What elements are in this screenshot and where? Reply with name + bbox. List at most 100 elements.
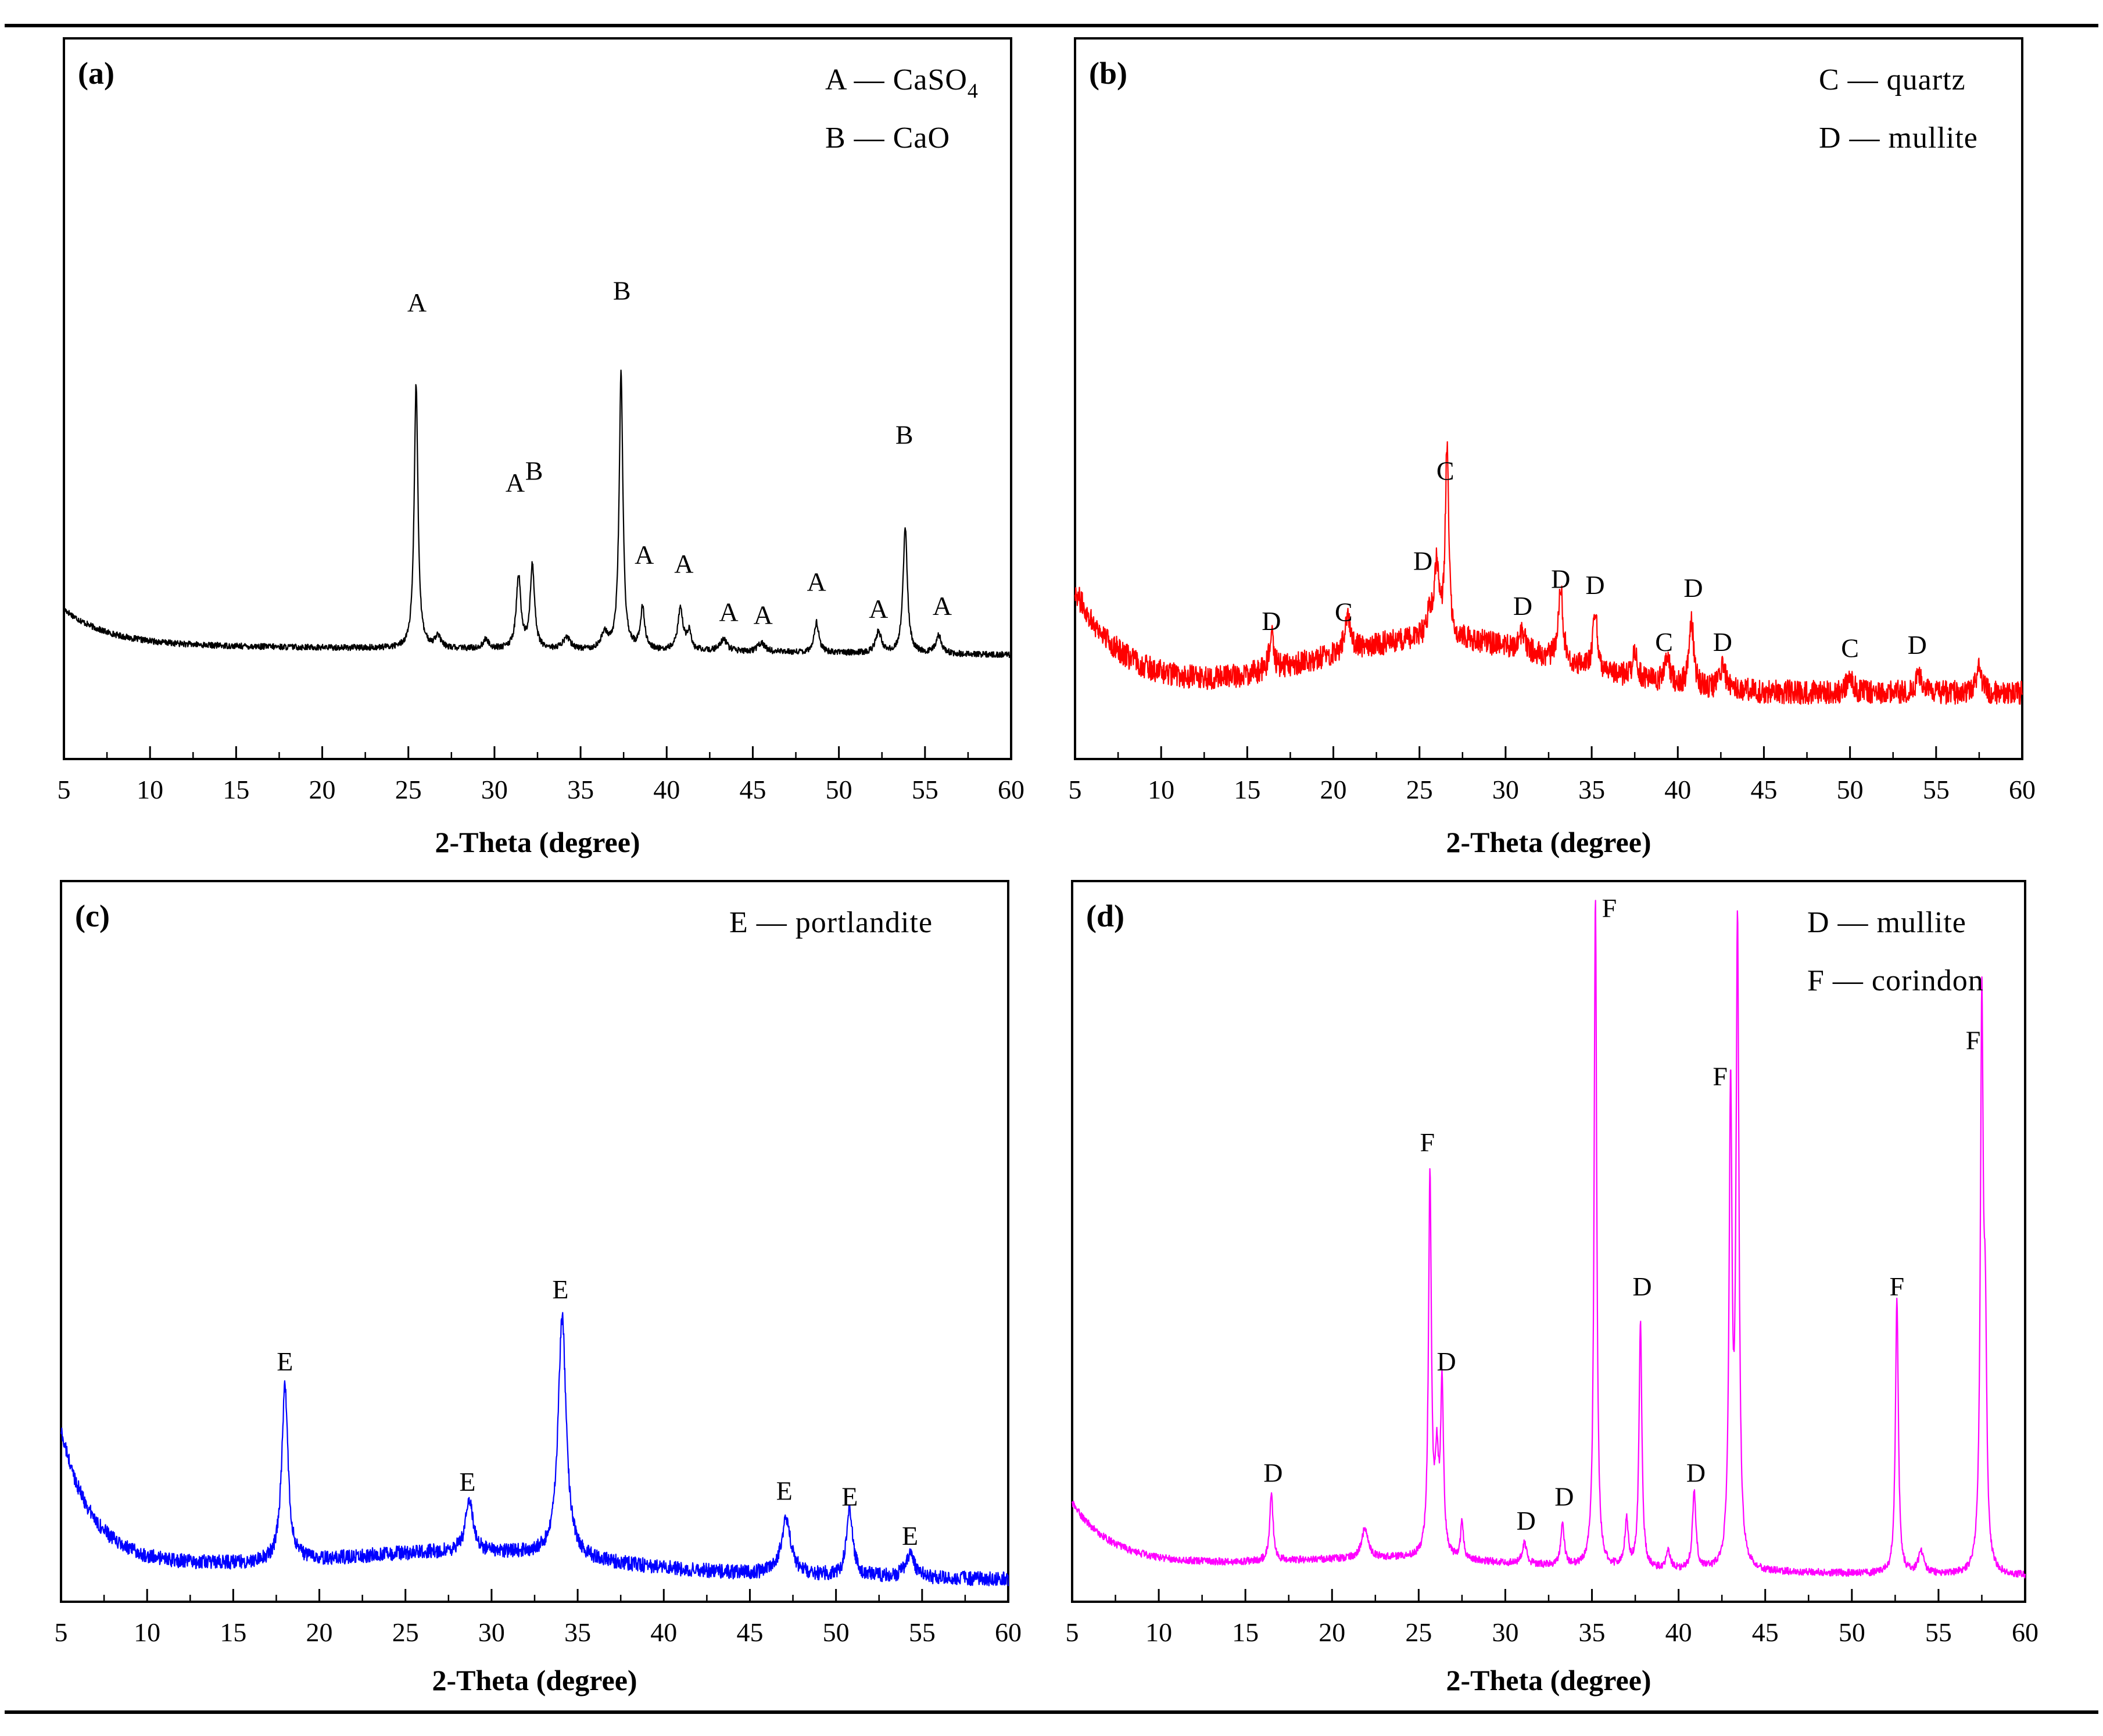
x-tick-label: 30 — [1492, 775, 1519, 804]
x-tick-label: 35 — [1578, 775, 1605, 804]
x-tick-label: 55 — [909, 1617, 936, 1647]
peak-label: C — [1841, 633, 1859, 663]
chart-panel-c: 5 10 15 20 25 30 35 40 45 50 55 60 2-Theta (degree) (… — [55, 880, 1022, 1696]
x-tick-label: 15 — [1232, 1617, 1259, 1647]
x-tick-label: 60 — [2012, 1617, 2038, 1647]
peak-label: C — [1436, 456, 1454, 486]
x-tick-label: 30 — [478, 1617, 505, 1647]
x-tick-label: 55 — [1925, 1617, 1952, 1647]
peak-label: A — [933, 591, 952, 621]
panel-label: (b) — [1089, 56, 1127, 91]
peak-label: B — [525, 456, 543, 486]
peak-label: F — [1602, 893, 1617, 923]
chart-panel-b: 5 10 15 20 25 30 35 40 45 50 55 60 2-Theta (degree) (… — [1069, 37, 2036, 858]
x-tick-label: 15 — [223, 775, 249, 804]
x-tick-label: 45 — [1750, 775, 1777, 804]
panel-label: (c) — [75, 899, 110, 933]
panel-label: (a) — [78, 56, 114, 91]
x-tick-label: 10 — [1148, 775, 1174, 804]
x-tick-label: 25 — [395, 775, 422, 804]
peak-label: D — [1554, 1482, 1574, 1512]
legend-entry: D — mullite — [1807, 906, 1966, 939]
x-tick-label: 25 — [1405, 1617, 1432, 1647]
peak-label: A — [719, 597, 738, 627]
peak-label: B — [895, 420, 913, 450]
legend-entry: D — mullite — [1819, 121, 1978, 155]
x-tick-label: 20 — [306, 1617, 333, 1647]
x-tick-label: 45 — [736, 1617, 763, 1647]
x-axis-title: 2-Theta (degree) — [435, 826, 640, 858]
peak-label: A — [635, 540, 654, 570]
peak-label: A — [869, 594, 888, 624]
panel-label: (d) — [1086, 899, 1124, 933]
x-tick-label: 50 — [1839, 1617, 1865, 1647]
x-tick-label: 45 — [1752, 1617, 1779, 1647]
chart-panel-a: 5 10 15 20 25 30 35 40 45 50 55 60 2-Theta (degree) (… — [58, 37, 1024, 858]
peak-label: D — [1908, 630, 1927, 660]
x-tick-label: 5 — [58, 775, 71, 804]
legend-entry: B — CaO — [825, 121, 950, 155]
peak-label: F — [1890, 1272, 1905, 1301]
panels: 5 10 15 20 25 30 35 40 45 50 55 602-Theta (degree)(… — [55, 37, 2038, 1696]
peak-label: F — [1420, 1127, 1435, 1157]
x-tick-label: 5 — [1069, 775, 1082, 804]
x-tick-label: 35 — [564, 1617, 591, 1647]
peak-label: D — [1413, 546, 1432, 576]
x-tick-label: 55 — [912, 775, 938, 804]
x-tick-label: 25 — [392, 1617, 419, 1647]
x-tick-label: 45 — [739, 775, 766, 804]
peak-label: A — [674, 549, 693, 579]
peak-label: D — [1513, 591, 1532, 621]
peak-label: F — [1966, 1025, 1981, 1055]
x-tick-label: 30 — [481, 775, 508, 804]
chart-panel-d: 5 10 15 20 25 30 35 40 45 50 55 60 2-Theta (degree) (… — [1066, 880, 2038, 1696]
peak-label: D — [1436, 1347, 1456, 1376]
x-tick-label: 15 — [1234, 775, 1260, 804]
x-axis-title: 2-Theta (degree) — [1446, 826, 1651, 858]
peak-label: A — [407, 288, 427, 317]
legend-entry: C — quartz — [1819, 63, 1966, 96]
peak-label: D — [1263, 1458, 1282, 1487]
x-tick-label: 20 — [1320, 775, 1347, 804]
x-tick-label: 5 — [55, 1617, 68, 1647]
data-line-a — [63, 369, 1012, 658]
peak-label: D — [1551, 564, 1570, 594]
peak-label: E — [277, 1347, 293, 1376]
peak-label: D — [1713, 627, 1732, 657]
x-tick-label: 50 — [826, 775, 852, 804]
x-tick-label: 50 — [823, 1617, 850, 1647]
peak-label: D — [1632, 1272, 1651, 1301]
peak-label: B — [613, 276, 631, 306]
x-tick-label: 60 — [995, 1617, 1022, 1647]
x-tick-label: 60 — [2009, 775, 2036, 804]
x-tick-label: 40 — [1664, 775, 1691, 804]
peak-label: E — [552, 1275, 568, 1304]
peak-label: D — [1683, 573, 1703, 603]
x-tick-label: 15 — [220, 1617, 246, 1647]
x-tick-label: 60 — [998, 775, 1024, 804]
legend-entry: F — corindon — [1807, 964, 1984, 997]
data-line-d — [1071, 900, 2026, 1578]
x-tick-label: 10 — [134, 1617, 160, 1647]
peak-label: D — [1262, 606, 1281, 636]
x-tick-label: 50 — [1837, 775, 1864, 804]
x-tick-label: 20 — [1319, 1617, 1345, 1647]
x-axis-title: 2-Theta (degree) — [432, 1664, 637, 1696]
legend-entry: E — portlandite — [729, 906, 933, 939]
x-tick-label: 30 — [1492, 1617, 1518, 1647]
legend-subscript: 4 — [968, 79, 979, 102]
x-tick-label: 25 — [1406, 775, 1433, 804]
x-tick-label: 35 — [567, 775, 594, 804]
peak-label: E — [902, 1521, 918, 1551]
peak-label: A — [807, 567, 826, 597]
x-tick-label: 40 — [650, 1617, 677, 1647]
x-axis-title: 2-Theta (degree) — [1446, 1664, 1651, 1696]
x-tick-label: 55 — [1923, 775, 1950, 804]
peak-label: E — [776, 1476, 793, 1505]
peak-label: E — [459, 1467, 475, 1497]
peak-label: D — [1585, 570, 1604, 600]
peak-label: A — [506, 468, 525, 497]
peak-label: C — [1655, 627, 1673, 657]
legend-entry: A — CaSO4 — [825, 63, 979, 102]
